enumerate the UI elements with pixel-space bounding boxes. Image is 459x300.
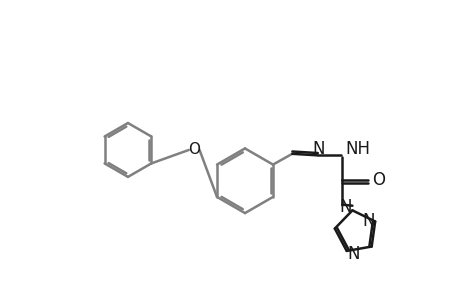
Text: N: N <box>338 198 351 216</box>
Text: O: O <box>371 171 385 189</box>
Text: NH: NH <box>345 140 369 158</box>
Text: N: N <box>361 212 374 230</box>
Text: O: O <box>188 142 200 158</box>
Text: N: N <box>312 140 324 158</box>
Text: N: N <box>347 245 359 263</box>
